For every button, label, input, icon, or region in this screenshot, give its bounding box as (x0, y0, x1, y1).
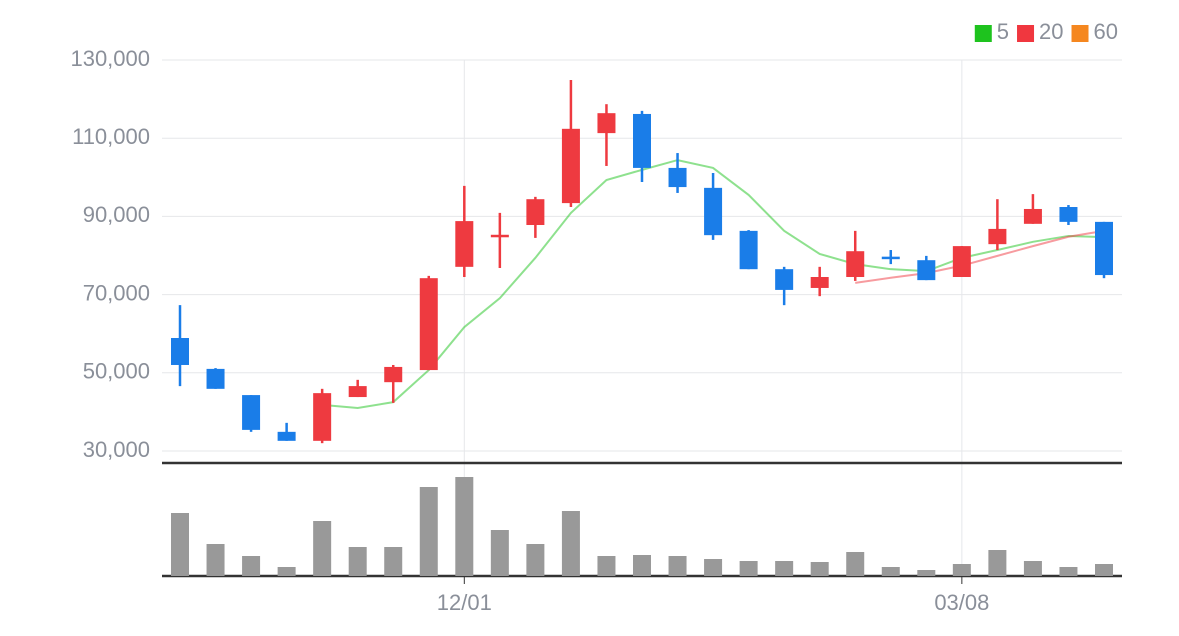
candle-body (775, 269, 794, 290)
volume-bar (171, 513, 189, 576)
volume-bar (881, 567, 900, 576)
x-tick-label: 12/01 (437, 590, 492, 615)
candle-body (668, 167, 687, 188)
candle-body (1023, 208, 1042, 224)
volume-bar (739, 561, 758, 576)
volume-bar (633, 555, 651, 576)
candle-body (526, 199, 545, 226)
candle-body (277, 431, 296, 441)
y-tick-label: 110,000 (72, 124, 150, 149)
candle-body (313, 393, 332, 441)
legend-swatch (1017, 25, 1035, 42)
candle-body (206, 368, 225, 389)
volume-bar (704, 559, 723, 576)
volume-bar (917, 570, 936, 576)
y-tick-label: 70,000 (83, 280, 150, 305)
volume-bar (597, 556, 616, 576)
volume-bar (384, 547, 403, 576)
candle-body (917, 260, 936, 281)
volume-bar (490, 530, 509, 576)
volume-bar (348, 547, 367, 576)
y-tick-label: 90,000 (83, 202, 150, 227)
volume-bar (952, 564, 971, 576)
legend-label: 60 (1094, 19, 1118, 44)
candle-body (455, 221, 474, 267)
candle-body (1095, 221, 1113, 276)
volume-bar (277, 567, 296, 576)
candle-body (384, 366, 403, 383)
candle-body (881, 256, 900, 260)
candle-body (419, 278, 438, 371)
candle-body (490, 234, 509, 238)
volume-bar (242, 556, 261, 576)
legend-label: 20 (1039, 19, 1063, 44)
volume-bar (419, 487, 438, 576)
volume-bar (1023, 561, 1042, 576)
candle-body (952, 246, 971, 278)
volume-bar (455, 477, 474, 576)
candle-body (242, 395, 261, 430)
volume-bar (561, 511, 580, 576)
volume-bar (526, 544, 545, 576)
candle-body (810, 277, 829, 288)
candle-body (988, 228, 1007, 245)
y-tick-label: 50,000 (83, 359, 150, 384)
volume-bar (810, 562, 829, 576)
volume-bar (668, 556, 687, 576)
x-tick-label: 03/08 (934, 590, 989, 615)
candle-body (348, 386, 367, 398)
volume-bar (313, 521, 332, 576)
candle-body (597, 113, 616, 134)
candle-body (171, 338, 189, 365)
ma-line (322, 159, 1105, 409)
candle-body (704, 187, 723, 236)
volume-bar (846, 552, 865, 576)
candle-body (739, 230, 758, 270)
candle-body (1059, 207, 1078, 222)
legend-swatch (974, 25, 992, 42)
volume-bar (988, 550, 1007, 576)
candle-body (633, 113, 651, 168)
candle-body (561, 128, 580, 204)
volume-bar (206, 544, 225, 576)
ma-line (855, 229, 1105, 284)
volume-bar (1059, 567, 1078, 576)
legend-label: 5 (997, 19, 1009, 44)
volume-bar (775, 561, 794, 576)
legend-swatch (1071, 25, 1089, 42)
y-tick-label: 130,000 (70, 46, 150, 71)
volume-bar (1095, 564, 1113, 576)
candle-body (846, 251, 865, 278)
y-tick-label: 30,000 (83, 437, 150, 462)
